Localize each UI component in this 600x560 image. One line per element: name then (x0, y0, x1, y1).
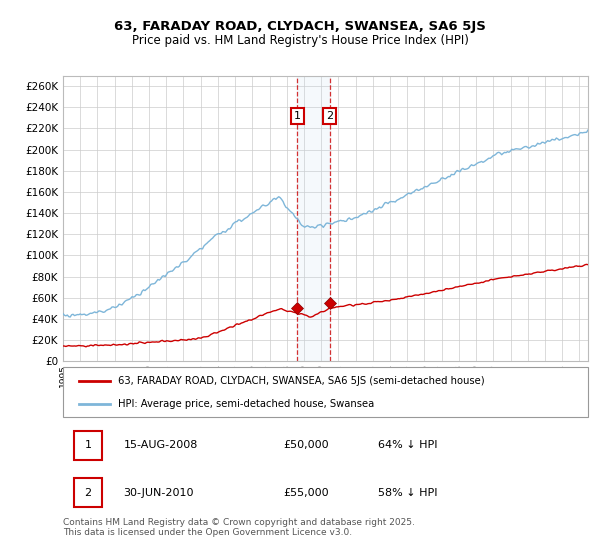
Text: 30-JUN-2010: 30-JUN-2010 (124, 488, 194, 498)
Text: 2: 2 (85, 488, 91, 498)
Text: £55,000: £55,000 (284, 488, 329, 498)
Text: Price paid vs. HM Land Registry's House Price Index (HPI): Price paid vs. HM Land Registry's House … (131, 34, 469, 46)
Text: HPI: Average price, semi-detached house, Swansea: HPI: Average price, semi-detached house,… (118, 399, 374, 409)
Text: 15-AUG-2008: 15-AUG-2008 (124, 440, 198, 450)
Bar (74, 478, 103, 507)
Text: Contains HM Land Registry data © Crown copyright and database right 2025.
This d: Contains HM Land Registry data © Crown c… (63, 518, 415, 538)
Text: 63, FARADAY ROAD, CLYDACH, SWANSEA, SA6 5JS (semi-detached house): 63, FARADAY ROAD, CLYDACH, SWANSEA, SA6 … (118, 376, 485, 386)
Text: 64% ↓ HPI: 64% ↓ HPI (378, 440, 437, 450)
Text: 63, FARADAY ROAD, CLYDACH, SWANSEA, SA6 5JS: 63, FARADAY ROAD, CLYDACH, SWANSEA, SA6 … (114, 20, 486, 32)
Text: £50,000: £50,000 (284, 440, 329, 450)
Text: 1: 1 (85, 440, 91, 450)
Text: 58% ↓ HPI: 58% ↓ HPI (378, 488, 437, 498)
Text: 2: 2 (326, 111, 334, 121)
Text: 1: 1 (294, 111, 301, 121)
Bar (74, 431, 103, 460)
Bar (298, 76, 330, 361)
